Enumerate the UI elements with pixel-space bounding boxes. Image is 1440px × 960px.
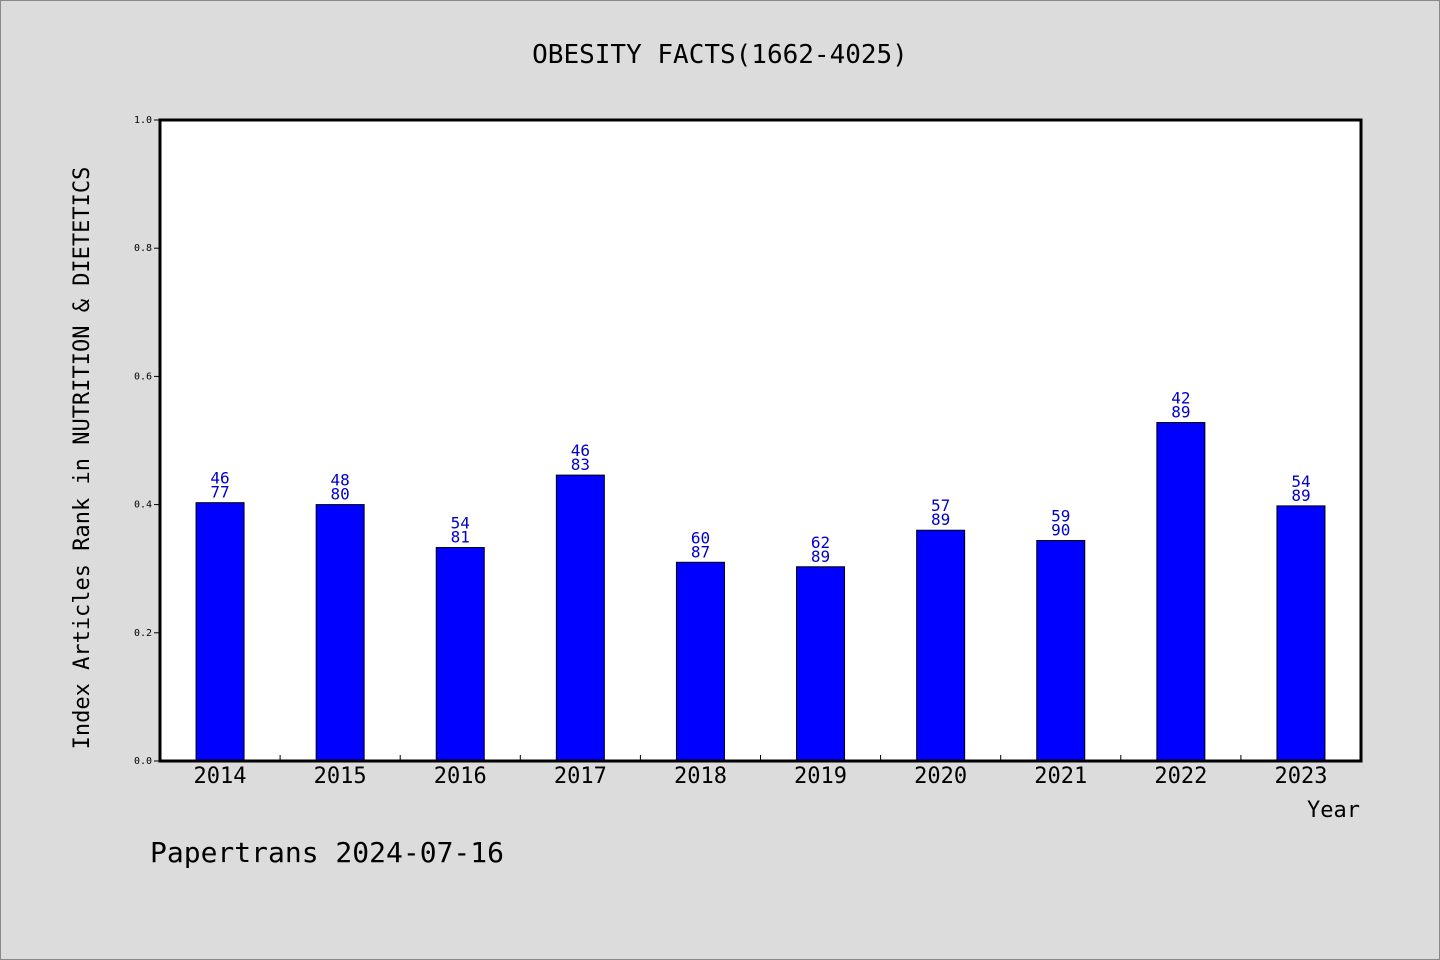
x-tick-label-2014: 2014 (194, 764, 247, 789)
x-tick-label-2023: 2023 (1274, 764, 1327, 789)
bar-label-top-2017: 46 (571, 441, 590, 460)
bar-label-top-2015: 48 (331, 471, 350, 490)
bar-label-bottom-2023: 89 (1291, 486, 1310, 505)
x-tick-label-2016: 2016 (434, 764, 487, 789)
bar-label-top-2018: 60 (691, 528, 710, 547)
bar-2017 (555, 474, 605, 762)
footer-credit: Papertrans 2024-07-16 (150, 836, 504, 869)
chart-title: OBESITY FACTS(1662-4025) (532, 40, 908, 70)
bar-label-top-2019: 62 (811, 533, 830, 552)
bar-label-top-2023: 54 (1291, 472, 1310, 491)
bar-2015 (315, 504, 365, 762)
bar-label-top-2016: 54 (451, 514, 470, 533)
bar-2021 (1036, 539, 1086, 762)
bar-label-bottom-2022: 89 (1171, 403, 1190, 422)
y-tick-label: 0.6 (134, 371, 152, 382)
bar-label-top-2021: 59 (1051, 506, 1070, 525)
bar-label-top-2014: 46 (210, 469, 229, 488)
y-tick-label: 0.4 (134, 500, 152, 511)
x-tick-label-2017: 2017 (554, 764, 607, 789)
bar-2019 (796, 566, 846, 762)
x-tick-label-2022: 2022 (1154, 764, 1207, 789)
bar-label-top-2022: 42 (1171, 389, 1190, 408)
x-tick-label-2018: 2018 (674, 764, 727, 789)
bar-2020 (916, 529, 966, 762)
y-axis-label: Index Articles Rank in NUTRITION & DIETE… (70, 167, 95, 750)
x-tick-label-2020: 2020 (914, 764, 967, 789)
bar-label-bottom-2015: 80 (331, 485, 350, 504)
plot-frame (158, 118, 1363, 763)
bar-label-bottom-2018: 87 (691, 542, 710, 561)
y-tick-label: 0.2 (134, 628, 152, 639)
bar-label-bottom-2021: 90 (1051, 520, 1070, 539)
bars-group (195, 422, 1326, 762)
bar-label-bottom-2017: 83 (571, 455, 590, 474)
x-tick-label-2021: 2021 (1034, 764, 1087, 789)
bar-2022 (1156, 422, 1206, 762)
bar-label-bottom-2016: 81 (451, 528, 470, 547)
bar-label-bottom-2020: 89 (931, 510, 950, 529)
bar-2016 (435, 547, 485, 762)
y-tick-label: 1.0 (134, 115, 152, 126)
y-tick-label: 0.8 (134, 243, 152, 254)
x-axis-label: Year (1307, 798, 1360, 823)
bar-2023 (1276, 505, 1326, 762)
x-axis: 2014 2015 2016 2017 2018 2019 2020 2021 2022 2023 (194, 755, 1327, 789)
y-tick-label: 0.0 (134, 756, 152, 767)
bar-2014 (195, 502, 245, 762)
bar-2018 (675, 561, 725, 762)
bar-label-bottom-2019: 89 (811, 547, 830, 566)
bar-label-top-2020: 57 (931, 496, 950, 515)
x-tick-label-2015: 2015 (314, 764, 367, 789)
x-tick-label-2019: 2019 (794, 764, 847, 789)
bar-label-bottom-2014: 77 (210, 483, 229, 502)
